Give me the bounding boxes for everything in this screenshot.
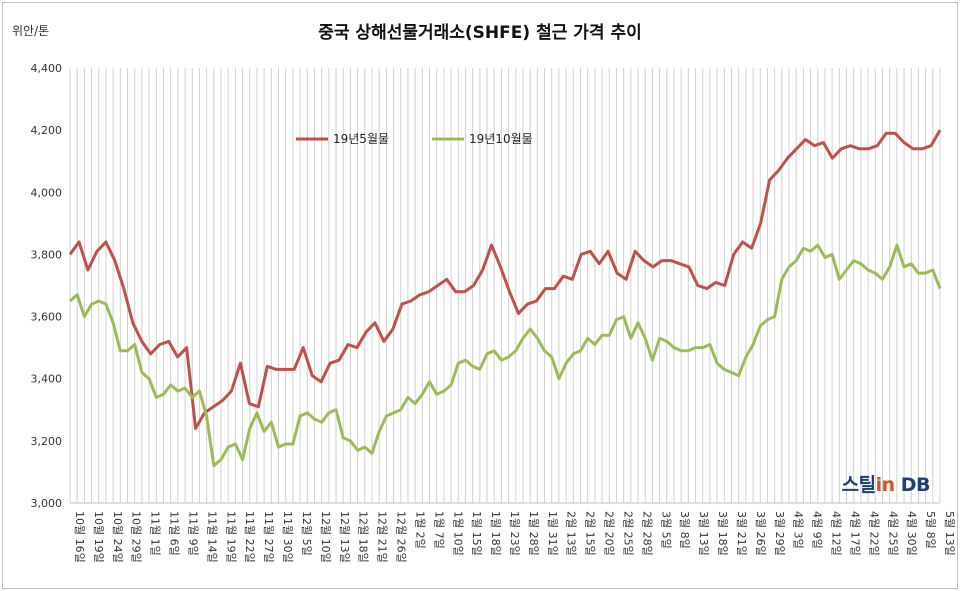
y-tick-label: 3,200 — [31, 435, 63, 448]
x-tick-label: 11월 9일 — [186, 511, 200, 556]
x-tick-label: 3월 5일 — [659, 511, 673, 549]
x-tick-label: 12월 13일 — [338, 511, 352, 563]
x-tick-label: 5월 8일 — [924, 511, 938, 549]
y-tick-label: 3,400 — [31, 373, 63, 386]
series-line-1 — [68, 129, 942, 430]
y-tick-label: 3,000 — [31, 497, 63, 510]
x-tick-label: 11월 30일 — [281, 511, 295, 563]
x-tick-label: 4월 25일 — [886, 511, 900, 556]
x-tick-label: 3월 29일 — [773, 511, 787, 556]
y-tick-label: 4,200 — [31, 124, 63, 137]
x-tick-label: 3월 18일 — [716, 511, 730, 556]
x-tick-label: 1월 15일 — [470, 511, 484, 556]
x-tick-label: 1월 7일 — [432, 511, 446, 549]
x-tick-label: 1월 18일 — [489, 511, 503, 556]
series-lines — [68, 129, 942, 468]
x-tick-label: 3월 26일 — [754, 511, 768, 556]
vertical-gridlines — [69, 68, 941, 503]
x-tick-label: 12월 18일 — [357, 511, 371, 563]
y-tick-label: 4,000 — [31, 186, 63, 199]
x-tick-label: 3월 13일 — [697, 511, 711, 556]
x-tick-label: 1월 2일 — [413, 511, 427, 549]
x-tick-label: 11월 6일 — [168, 511, 182, 556]
y-tick-label: 3,800 — [31, 248, 63, 261]
x-tick-label: 5월 13일 — [943, 511, 957, 556]
x-tick-label: 1월 10일 — [451, 511, 465, 556]
x-tick-label: 4월 9일 — [811, 511, 825, 549]
x-tick-label: 2월 28일 — [640, 511, 654, 556]
x-tick-label: 1월 28일 — [527, 511, 541, 556]
legend-label-1: 19년5월물 — [333, 132, 389, 146]
x-tick-label: 4월 3일 — [792, 511, 806, 549]
x-tick-label: 2월 20일 — [603, 511, 617, 556]
x-tick-label: 4월 30일 — [905, 511, 919, 556]
x-tick-label: 12월 26일 — [395, 511, 409, 563]
legend-label-2: 19년10월물 — [469, 132, 533, 146]
y-axis-unit-label: 위안/톤 — [12, 24, 50, 38]
x-tick-label: 4월 17일 — [848, 511, 862, 556]
x-tick-label: 4월 22일 — [867, 511, 881, 556]
x-tick-label: 3월 8일 — [678, 511, 692, 549]
legend: 19년5월물 19년10월물 — [296, 132, 533, 146]
x-tick-label: 3월 21일 — [735, 511, 749, 556]
chart-title: 중국 상해선물거래소(SHFE) 철근 가격 추이 — [318, 23, 642, 43]
x-tick-label: 11월 14일 — [205, 511, 219, 563]
x-axis: 10월 16일 10월 19일 10월 24일 10월 29일 11월 1일 11월 6일… — [70, 502, 957, 563]
x-tick-label: 10월 16일 — [73, 511, 87, 563]
y-tick-label: 3,600 — [31, 311, 63, 324]
x-tick-label: 12월 10일 — [319, 511, 333, 563]
x-tick-label: 2월 25일 — [621, 511, 635, 556]
x-tick-label: 11월 27일 — [262, 511, 276, 563]
x-tick-label: 10월 24일 — [111, 511, 125, 563]
series-line-2 — [69, 243, 942, 468]
x-tick-label: 12월 5일 — [300, 511, 314, 556]
y-axis: 3,000 3,200 3,400 3,600 3,800 4,000 4,200 4,400 — [31, 62, 63, 510]
x-tick-label: 11월 19일 — [224, 511, 238, 563]
x-tick-label: 12월 21일 — [376, 511, 390, 563]
x-tick-label: 1월 23일 — [508, 511, 522, 556]
steelin-db-logo: 스틸in DB — [841, 474, 931, 496]
x-tick-label: 2월 13일 — [565, 511, 579, 556]
x-tick-label: 10월 29일 — [130, 511, 144, 563]
x-tick-label: 11월 1일 — [149, 511, 163, 556]
x-tick-label: 2월 15일 — [584, 511, 598, 556]
x-tick-label: 1월 31일 — [546, 511, 560, 556]
x-tick-label: 10월 19일 — [92, 511, 106, 563]
y-tick-label: 4,400 — [31, 62, 63, 75]
x-tick-label: 11월 22일 — [243, 511, 257, 563]
x-tick-label: 4월 12일 — [830, 511, 844, 556]
